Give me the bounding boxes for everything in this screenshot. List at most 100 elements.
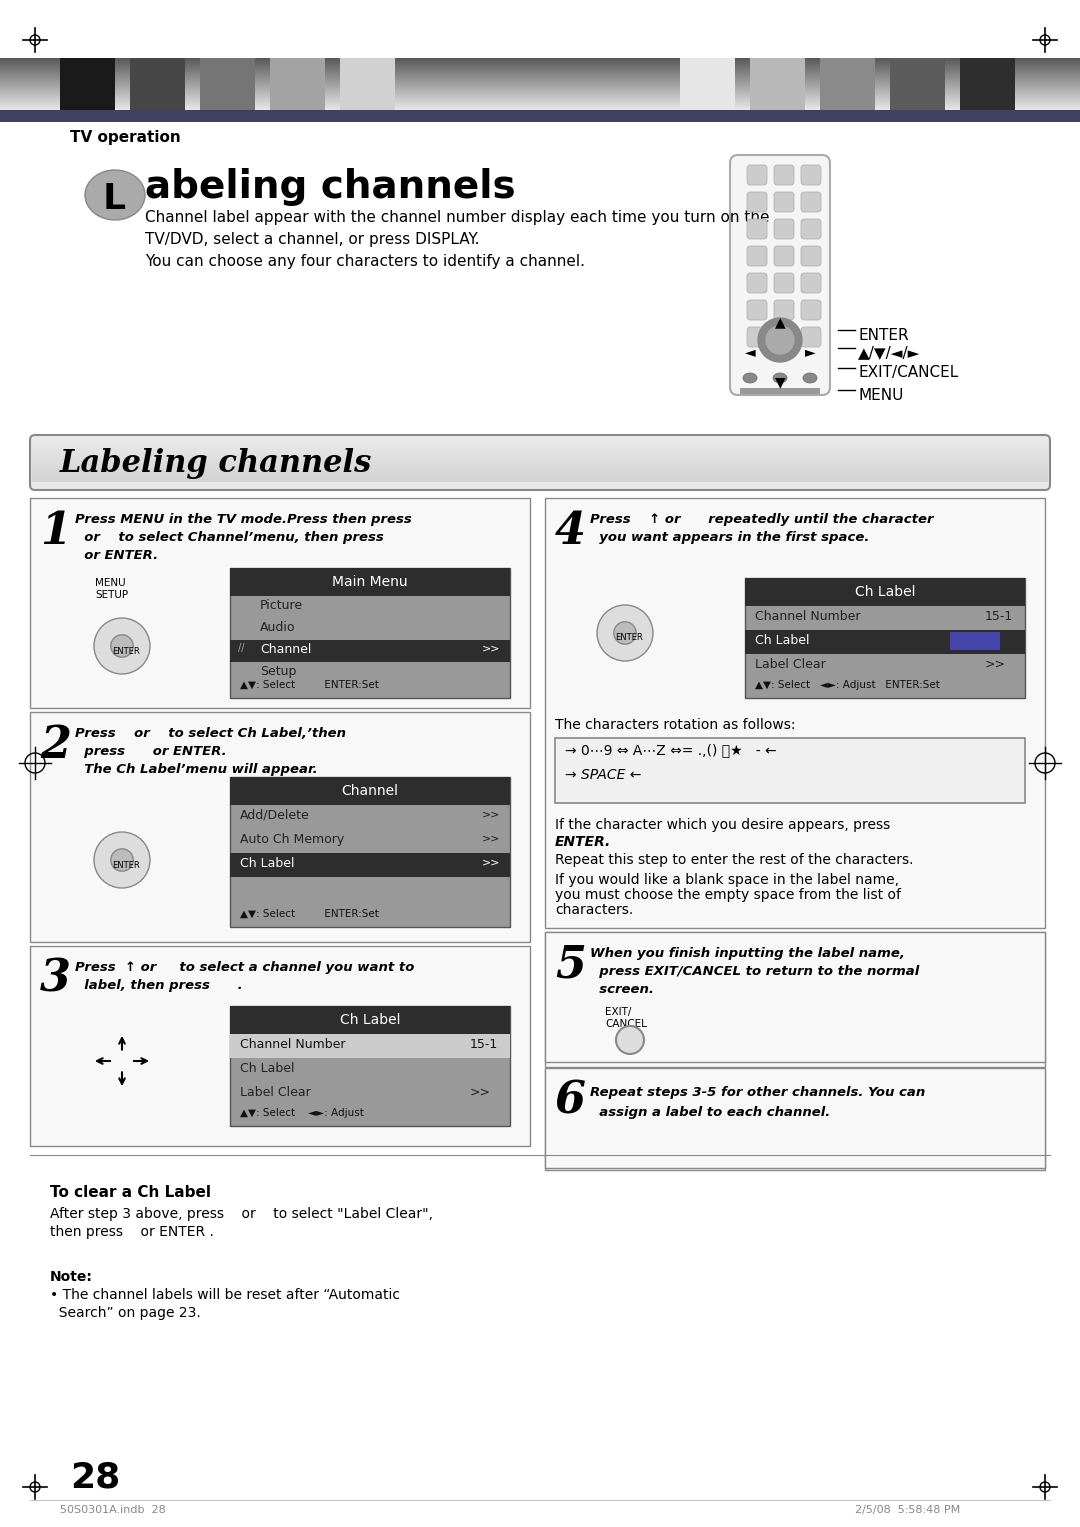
Bar	[30, 947, 530, 1145]
Ellipse shape	[804, 373, 816, 383]
Text: 3: 3	[40, 957, 71, 1002]
Text: characters.: characters.	[555, 902, 633, 918]
Bar	[230, 777, 510, 805]
FancyBboxPatch shape	[801, 192, 821, 212]
Bar	[30, 712, 530, 942]
Text: ►: ►	[805, 345, 815, 359]
FancyBboxPatch shape	[774, 192, 794, 212]
Bar	[555, 738, 1025, 803]
Bar	[960, 58, 1015, 110]
FancyBboxPatch shape	[747, 218, 767, 240]
Text: label, then press      .: label, then press .	[75, 979, 243, 993]
FancyBboxPatch shape	[774, 273, 794, 293]
Text: TV/DVD, select a channel, or press DISPLAY.: TV/DVD, select a channel, or press DISPL…	[145, 232, 480, 247]
Text: EXIT/CANCEL: EXIT/CANCEL	[858, 365, 958, 380]
Text: Repeat this step to enter the rest of the characters.: Repeat this step to enter the rest of th…	[555, 854, 914, 867]
Bar	[230, 568, 510, 698]
Bar	[0, 110, 1080, 122]
Text: To clear a Ch Label: To clear a Ch Label	[50, 1185, 211, 1200]
Text: 15-1: 15-1	[470, 1038, 498, 1051]
Text: screen.: screen.	[590, 983, 653, 996]
Text: 2: 2	[40, 724, 71, 767]
Text: → 0⋯9 ⇔ A⋯Z ⇔= .,() ＆★   - ←: → 0⋯9 ⇔ A⋯Z ⇔= .,() ＆★ - ←	[565, 744, 777, 757]
FancyBboxPatch shape	[801, 246, 821, 266]
Ellipse shape	[773, 373, 787, 383]
Circle shape	[758, 318, 802, 362]
Bar	[890, 58, 945, 110]
Bar	[820, 58, 875, 110]
Text: >>: >>	[482, 857, 500, 867]
Circle shape	[766, 325, 794, 354]
Text: Add/Delete: Add/Delete	[240, 809, 310, 822]
Text: 15-1: 15-1	[985, 609, 1013, 623]
Bar	[30, 498, 530, 709]
Text: EXIT/
CANCEL: EXIT/ CANCEL	[605, 1006, 647, 1029]
Ellipse shape	[111, 635, 133, 657]
Bar	[745, 579, 1025, 606]
Text: Channel: Channel	[260, 643, 311, 657]
FancyBboxPatch shape	[774, 165, 794, 185]
Text: press EXIT/CANCEL to return to the normal: press EXIT/CANCEL to return to the norma…	[590, 965, 919, 977]
Text: 2/5/08  5:58:48 PM: 2/5/08 5:58:48 PM	[854, 1506, 960, 1515]
Bar	[745, 579, 1025, 698]
Text: Press MENU in the TV mode.Press then press: Press MENU in the TV mode.Press then pre…	[75, 513, 411, 525]
Text: Repeat steps 3-5 for other channels. You can: Repeat steps 3-5 for other channels. You…	[590, 1086, 926, 1099]
Text: Press    or    to select Ch Label,’then: Press or to select Ch Label,’then	[75, 727, 346, 741]
Bar	[230, 777, 510, 927]
Text: Ch Label: Ch Label	[854, 585, 915, 599]
Bar	[545, 931, 1045, 1061]
Text: abeling channels: abeling channels	[145, 168, 515, 206]
Text: The Ch Label’menu will appear.: The Ch Label’menu will appear.	[75, 764, 318, 776]
Text: Channel label appear with the channel number display each time you turn on the: Channel label appear with the channel nu…	[145, 211, 769, 224]
Bar	[270, 58, 325, 110]
Text: ◄: ◄	[745, 345, 756, 359]
Bar	[230, 568, 510, 596]
FancyBboxPatch shape	[801, 165, 821, 185]
Text: ENTER.: ENTER.	[555, 835, 611, 849]
Text: When you finish inputting the label name,: When you finish inputting the label name…	[590, 947, 905, 960]
Bar	[545, 498, 1045, 928]
Text: L: L	[103, 182, 126, 215]
FancyBboxPatch shape	[30, 435, 1050, 490]
Text: Labeling channels: Labeling channels	[60, 447, 373, 479]
FancyBboxPatch shape	[801, 299, 821, 321]
Text: 4: 4	[555, 510, 586, 553]
Text: or ENTER.: or ENTER.	[75, 550, 158, 562]
Bar	[230, 1006, 510, 1034]
Bar	[130, 58, 185, 110]
Text: Channel Number: Channel Number	[240, 1038, 346, 1051]
Text: Channel: Channel	[341, 783, 399, 799]
Text: 50S0301A.indb  28: 50S0301A.indb 28	[60, 1506, 165, 1515]
Text: you must choose the empty space from the list of: you must choose the empty space from the…	[555, 889, 901, 902]
Bar	[740, 388, 820, 394]
FancyBboxPatch shape	[774, 218, 794, 240]
Ellipse shape	[94, 832, 150, 889]
Text: Label Clear: Label Clear	[240, 1086, 311, 1099]
Bar	[680, 58, 735, 110]
Text: MENU: MENU	[858, 388, 903, 403]
Text: Ch Label: Ch Label	[755, 634, 810, 647]
Text: Ch Label: Ch Label	[240, 857, 295, 870]
Text: Label Clear: Label Clear	[755, 658, 826, 670]
Text: Note:: Note:	[50, 1270, 93, 1284]
FancyBboxPatch shape	[747, 273, 767, 293]
Text: ENTER: ENTER	[112, 861, 139, 869]
Text: Auto Ch Memory: Auto Ch Memory	[240, 834, 345, 846]
FancyBboxPatch shape	[774, 299, 794, 321]
Text: //: //	[238, 643, 244, 654]
Ellipse shape	[111, 849, 133, 872]
Bar	[340, 58, 395, 110]
Bar	[200, 58, 255, 110]
Text: MENU
SETUP: MENU SETUP	[95, 579, 129, 600]
Bar	[545, 1070, 1045, 1170]
Bar	[230, 1006, 510, 1125]
Text: >>: >>	[482, 834, 500, 843]
Text: Setup: Setup	[260, 664, 296, 678]
FancyBboxPatch shape	[801, 327, 821, 347]
Bar	[60, 58, 114, 110]
Text: TV operation: TV operation	[70, 130, 180, 145]
Bar	[745, 631, 1025, 654]
Text: After step 3 above, press    or    to select "Label Clear",: After step 3 above, press or to select "…	[50, 1206, 433, 1222]
Bar	[545, 1067, 1045, 1168]
Text: >>: >>	[482, 809, 500, 818]
